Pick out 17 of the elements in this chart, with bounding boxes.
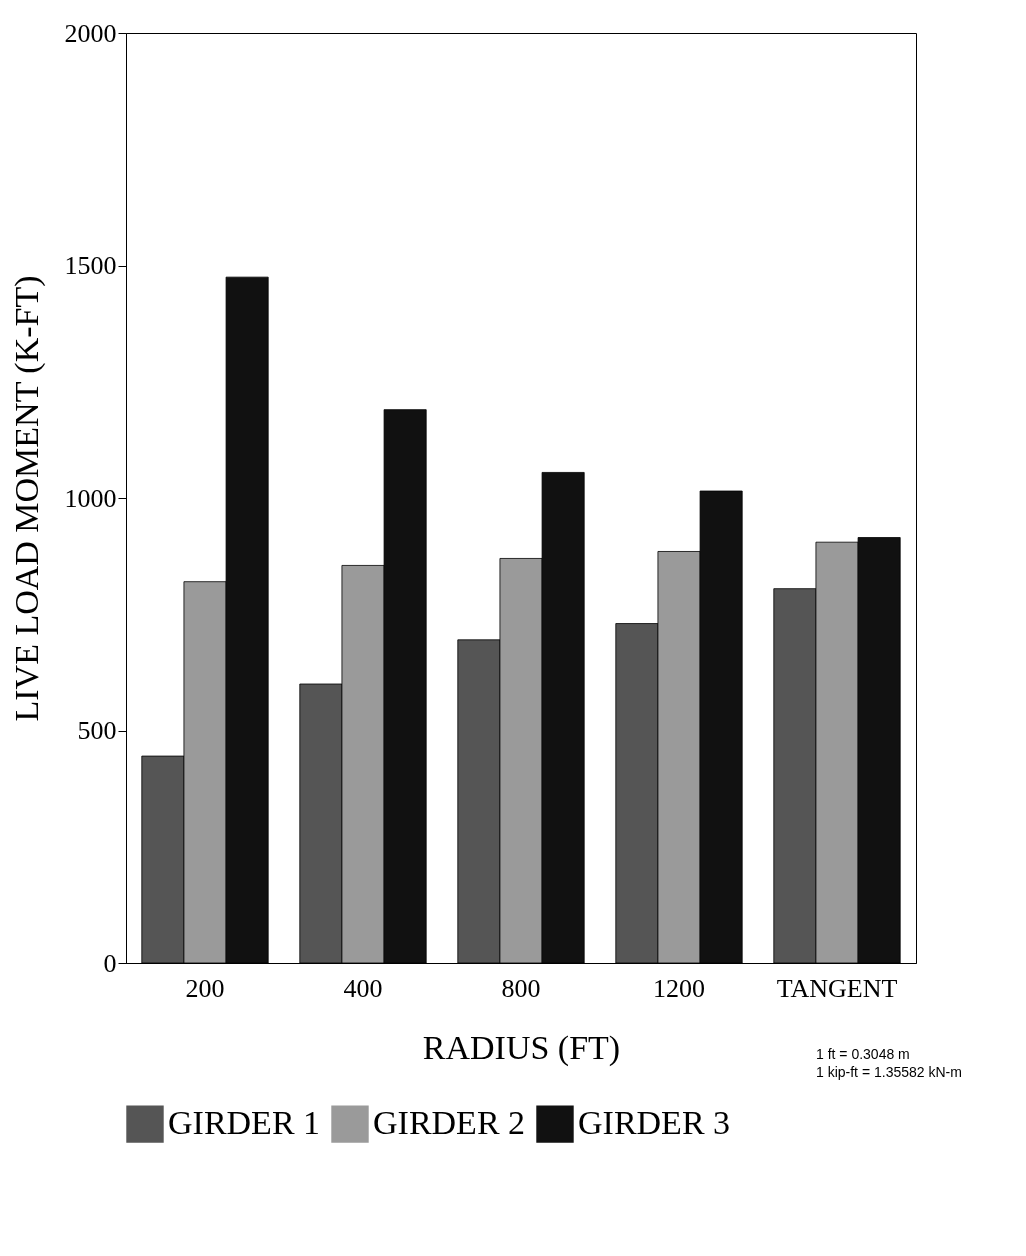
x-tick-label: TANGENT [776,973,898,1003]
legend-label: GIRDER 2 [373,1104,526,1142]
y-tick-label: 0 [103,948,117,978]
y-tick-label: 2000 [64,18,117,48]
y-tick-label: 500 [77,716,117,745]
x-tick-label: 1200 [653,973,705,1003]
y-axis-title: LIVE LOAD MOMENT (K-FT) [7,275,46,722]
x-tick-label: 400 [343,973,383,1003]
text: 1 ft = 0.3048 m [816,1046,910,1062]
x-tick-label: 800 [501,973,541,1003]
y-tick-label: 1500 [64,251,117,280]
text: 1 kip-ft = 1.35582 kN-m [816,1064,962,1080]
legend-label: GIRDER 1 [168,1104,321,1142]
x-axis-title: RADIUS (FT) [422,1028,621,1067]
x-tick-label: 200 [185,973,225,1003]
legend-label: GIRDER 3 [578,1104,731,1142]
y-tick-label: 1000 [64,483,117,513]
